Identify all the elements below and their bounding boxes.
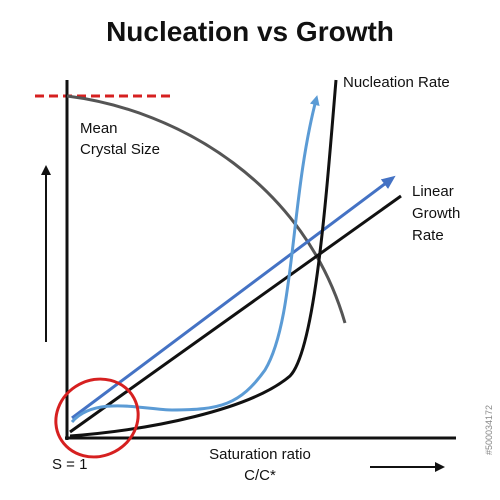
x-axis-label-line2: C/C* (244, 467, 276, 484)
mean-crystal-size-curve (66, 94, 347, 324)
mean-crystal-size-label-line1: Mean (80, 120, 118, 137)
diagram-title: Nucleation vs Growth (106, 16, 394, 47)
mean-crystal-size-label-line2: Crystal Size (80, 141, 160, 158)
growth-direction-arrow (71, 175, 396, 420)
linear-growth-rate-label-line3: Rate (412, 227, 444, 244)
s-equals-one-highlight (54, 377, 140, 459)
s-equals-one-label: S = 1 (52, 456, 87, 473)
watermark-id: #500034172 (484, 405, 494, 455)
linear-growth-rate-label-line2: Growth (412, 205, 460, 222)
x-axis-label-line1: Saturation ratio (209, 446, 311, 463)
nucleation-rate-label: Nucleation Rate (343, 74, 450, 91)
blue-rate-curve (70, 95, 320, 424)
linear-growth-rate-line (69, 194, 402, 434)
linear-growth-rate-label-line1: Linear (412, 183, 454, 200)
nucleation-rate-curve (69, 79, 338, 438)
